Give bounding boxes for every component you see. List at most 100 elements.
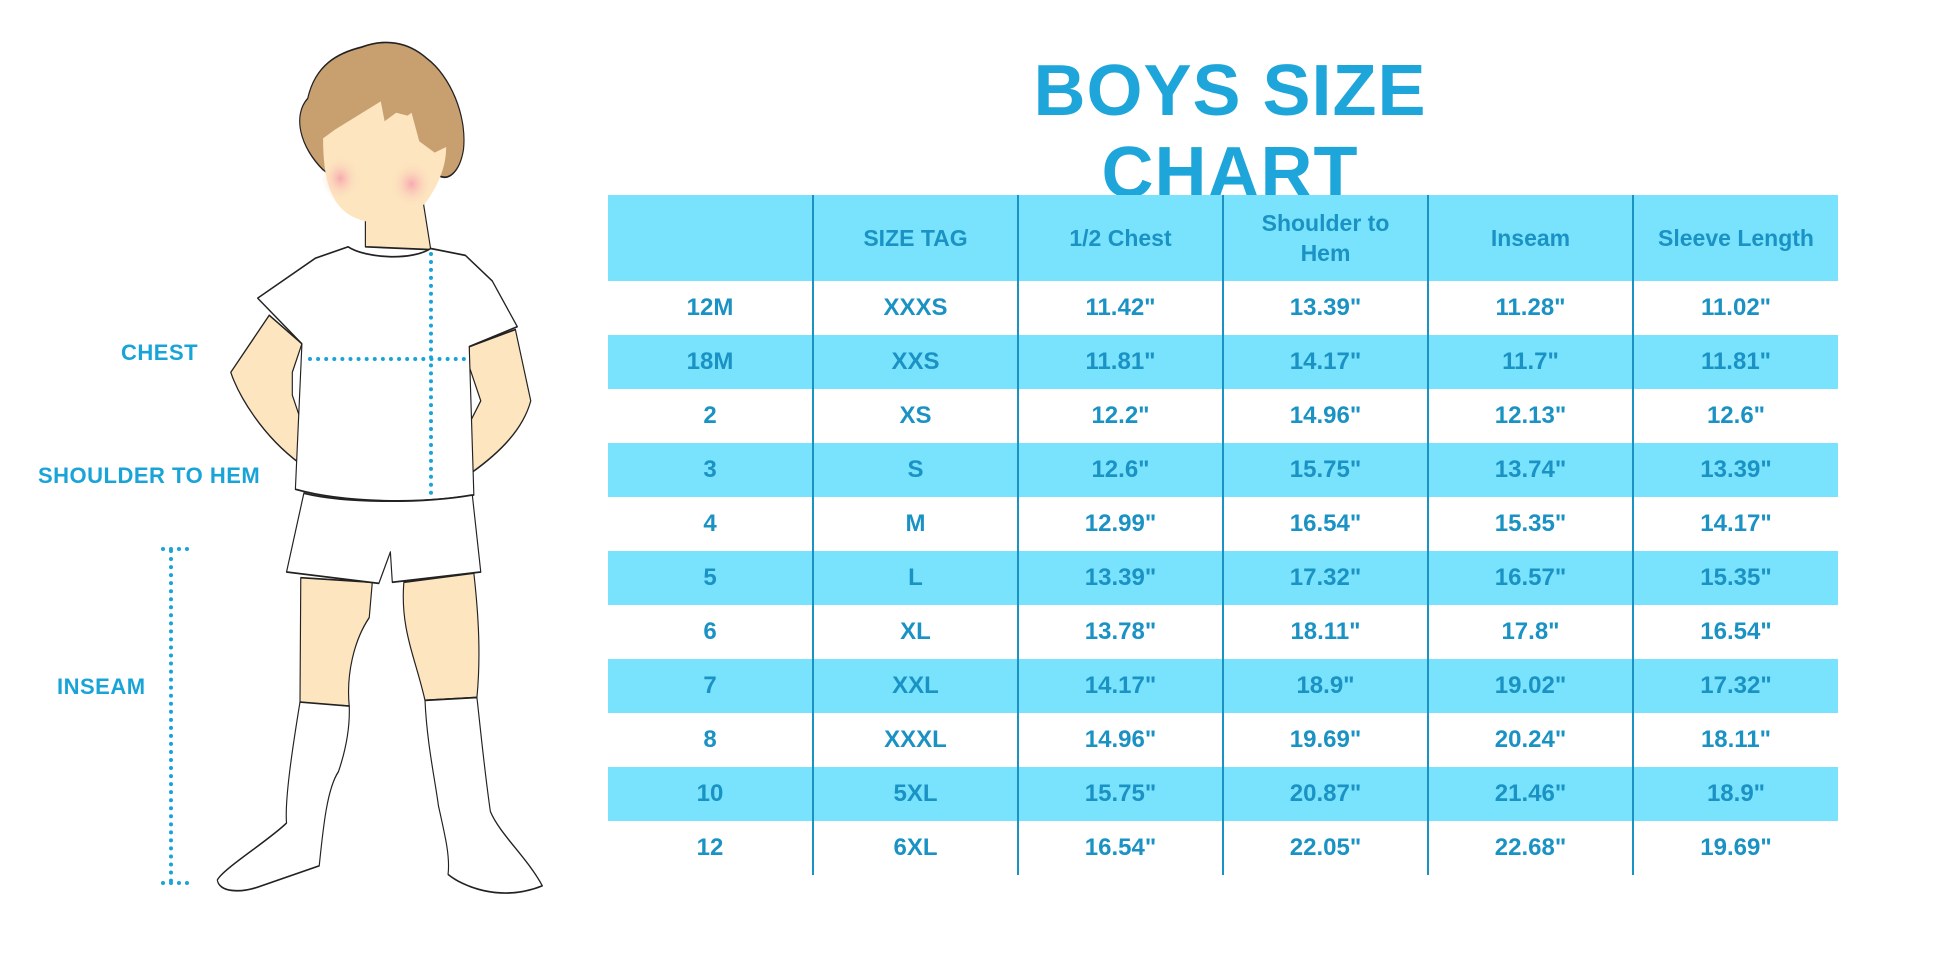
cell-shoulder-to-hem: 22.05"	[1222, 821, 1428, 875]
cell-shoulder-to-hem: 17.32"	[1222, 551, 1428, 605]
cell-half-chest: 13.39"	[1017, 551, 1223, 605]
cell-size-tag: XS	[812, 389, 1018, 443]
chest-label: CHEST	[121, 340, 199, 365]
left-sock	[216, 701, 350, 892]
table-row: 4 M 12.99" 16.54" 15.35" 14.17"	[608, 497, 1838, 551]
cell-size-tag: L	[812, 551, 1018, 605]
table-row: 6 XL 13.78" 18.11" 17.8" 16.54"	[608, 605, 1838, 659]
cell-size: 5	[608, 551, 813, 605]
table-row: 12M XXXS 11.42" 13.39" 11.28" 11.02"	[608, 281, 1838, 335]
table-row: 10 5XL 15.75" 20.87" 21.46" 18.9"	[608, 767, 1838, 821]
header-size	[608, 195, 813, 281]
cell-inseam: 11.28"	[1427, 281, 1633, 335]
cell-size-tag: XXS	[812, 335, 1018, 389]
cell-inseam: 11.7"	[1427, 335, 1633, 389]
table-header-row: SIZE TAG 1/2 Chest Shoulder to Hem Insea…	[608, 195, 1838, 281]
cell-size: 18M	[608, 335, 813, 389]
cell-size: 3	[608, 443, 813, 497]
table-row: 7 XXL 14.17" 18.9" 19.02" 17.32"	[608, 659, 1838, 713]
cell-sleeve-length: 15.35"	[1632, 551, 1838, 605]
cell-inseam: 15.35"	[1427, 497, 1633, 551]
left-leg	[299, 576, 373, 707]
right-arm	[468, 328, 532, 474]
cell-half-chest: 12.2"	[1017, 389, 1223, 443]
left-arm	[230, 314, 303, 465]
inseam-measure-line	[169, 549, 173, 883]
cell-inseam: 12.13"	[1427, 389, 1633, 443]
cell-sleeve-length: 14.17"	[1632, 497, 1838, 551]
cell-size: 8	[703, 726, 717, 753]
cell-inseam: 13.74"	[1427, 443, 1633, 497]
cell-sleeve-length: 17.32"	[1632, 659, 1838, 713]
shoulder-to-hem-measure-line	[429, 252, 433, 495]
cell-shoulder-to-hem: 19.69"	[1222, 713, 1428, 767]
cell-shoulder-to-hem: 13.39"	[1222, 281, 1428, 335]
cell-sleeve-length: 13.39"	[1632, 443, 1838, 497]
chest-measure-line	[308, 357, 466, 361]
table-row: 2 XS 12.2" 14.96" 12.13" 12.6"	[608, 389, 1838, 443]
right-sock	[424, 696, 543, 894]
cell-sleeve-length: 18.11"	[1632, 713, 1838, 767]
right-leg	[402, 572, 480, 702]
cell-inseam: 22.68"	[1427, 821, 1633, 875]
cell-half-chest: 12.6"	[1017, 443, 1223, 497]
cell-size-tag: XXXL	[812, 713, 1018, 767]
cell-size-tag: XXL	[812, 659, 1018, 713]
cell-sleeve-length: 18.9"	[1632, 767, 1838, 821]
cell-inseam: 19.02"	[1427, 659, 1633, 713]
cell-sleeve-length: 12.6"	[1632, 389, 1838, 443]
cell-inseam: 17.8"	[1427, 605, 1633, 659]
cell-inseam: 16.57"	[1427, 551, 1633, 605]
inseam-label: INSEAM	[57, 674, 146, 699]
cell-size-tag: 5XL	[812, 767, 1018, 821]
inseam-bottom-cap	[161, 881, 189, 885]
boy-illustration	[216, 41, 543, 894]
table-row: 18M XXS 11.81" 14.17" 11.7" 11.81"	[608, 335, 1838, 389]
cell-shoulder-to-hem: 14.96"	[1222, 389, 1428, 443]
cell-size-tag: M	[812, 497, 1018, 551]
cell-size: 7	[608, 659, 813, 713]
shirt	[257, 245, 518, 502]
cell-sleeve-length: 19.69"	[1632, 821, 1838, 875]
cell-size: 6	[703, 618, 717, 645]
cell-sleeve-length: 11.02"	[1632, 281, 1838, 335]
cell-sleeve-length: 16.54"	[1632, 605, 1838, 659]
inseam-top-cap	[161, 547, 189, 551]
cell-shoulder-to-hem: 15.75"	[1222, 443, 1428, 497]
cell-shoulder-to-hem: 18.9"	[1222, 659, 1428, 713]
header-half-chest: 1/2 Chest	[1017, 195, 1223, 281]
cell-half-chest: 13.78"	[1017, 605, 1223, 659]
cell-shoulder-to-hem: 16.54"	[1222, 497, 1428, 551]
cell-size-tag: XXXS	[812, 281, 1018, 335]
cell-shoulder-to-hem: 20.87"	[1222, 767, 1428, 821]
cell-size: 10	[608, 767, 813, 821]
header-sleeve-length: Sleeve Length	[1632, 195, 1838, 281]
cell-size-tag: S	[812, 443, 1018, 497]
cell-inseam: 21.46"	[1427, 767, 1633, 821]
cell-size: 4	[703, 510, 717, 537]
cell-half-chest: 11.42"	[1017, 281, 1223, 335]
table-row: 3 S 12.6" 15.75" 13.74" 13.39"	[608, 443, 1838, 497]
header-inseam: Inseam	[1427, 195, 1633, 281]
cell-size-tag: 6XL	[812, 821, 1018, 875]
size-chart-table: SIZE TAG 1/2 Chest Shoulder to Hem Insea…	[608, 195, 1838, 875]
cell-inseam: 20.24"	[1427, 713, 1633, 767]
cell-half-chest: 14.96"	[1017, 713, 1223, 767]
page-title: BOYS SIZE CHART	[1033, 51, 1427, 213]
cell-size: 2	[703, 402, 717, 429]
header-size-tag: SIZE TAG	[812, 195, 1018, 281]
header-shoulder-to-hem: Shoulder to Hem	[1222, 195, 1428, 281]
cell-half-chest: 16.54"	[1017, 821, 1223, 875]
table-row: 12 6XL 16.54" 22.05" 22.68" 19.69"	[608, 821, 1838, 875]
cell-size: 12M	[686, 294, 734, 321]
shoulder-to-hem-label: SHOULDER TO HEM	[38, 463, 261, 488]
table-row: 8 XXXL 14.96" 19.69" 20.24" 18.11"	[608, 713, 1838, 767]
cell-half-chest: 14.17"	[1017, 659, 1223, 713]
cell-half-chest: 15.75"	[1017, 767, 1223, 821]
table-row: 5 L 13.39" 17.32" 16.57" 15.35"	[608, 551, 1838, 605]
shorts	[285, 492, 482, 585]
cell-size: 12	[696, 834, 724, 861]
cell-half-chest: 12.99"	[1017, 497, 1223, 551]
cell-shoulder-to-hem: 14.17"	[1222, 335, 1428, 389]
cell-shoulder-to-hem: 18.11"	[1222, 605, 1428, 659]
